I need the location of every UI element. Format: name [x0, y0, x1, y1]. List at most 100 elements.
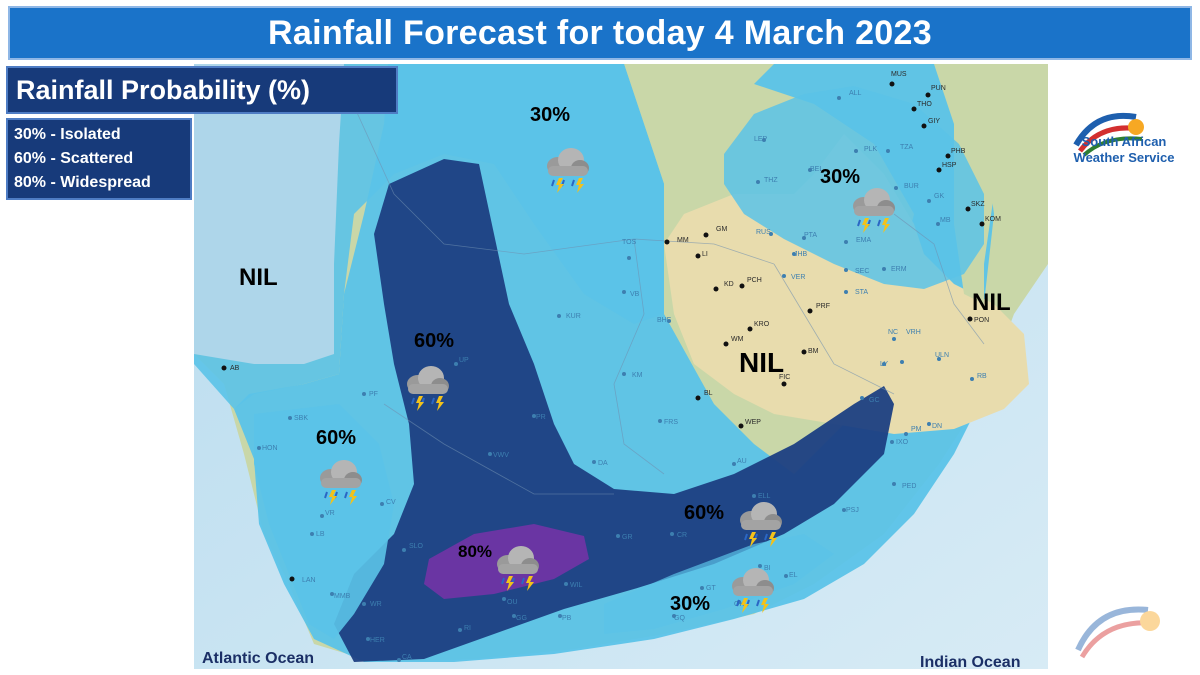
region-label-80: 80%	[458, 542, 492, 561]
city-label: EMA	[856, 237, 872, 244]
legend-items: 30% - Isolated 60% - Scattered 80% - Wid…	[6, 118, 192, 200]
city-label: JHB	[794, 251, 808, 258]
saws-watermark-logo	[1075, 606, 1160, 659]
legend-heading-text: Rainfall Probability (%)	[16, 74, 311, 105]
legend-item: 30% - Isolated	[14, 126, 121, 143]
city-label: KD	[724, 281, 734, 288]
city-label: OK	[734, 601, 744, 608]
indian-ocean-label: Indian Ocean	[920, 654, 1020, 669]
city-label: RI	[464, 625, 471, 632]
city-label: THZ	[764, 177, 778, 184]
city-label: CR	[677, 532, 687, 539]
legend-heading: Rainfall Probability (%)	[6, 66, 398, 114]
city-label: SKZ	[971, 201, 985, 208]
city-label: PCH	[747, 277, 762, 284]
city-label: MMB	[334, 593, 351, 600]
city-label: MM	[677, 237, 689, 244]
region-label-nil-east: NIL	[972, 289, 1011, 316]
city-label: PED	[902, 483, 916, 490]
city-label: DA	[598, 460, 608, 467]
region-label-30-north: 30%	[530, 104, 570, 126]
city-label: HSP	[942, 162, 957, 169]
probability-zone-60-west	[254, 404, 394, 639]
city-label: LB	[316, 531, 325, 538]
title-bar: Rainfall Forecast for today 4 March 2023	[8, 6, 1192, 60]
city-label: PHB	[951, 148, 966, 155]
city-label: TZA	[900, 144, 914, 151]
region-label-nil-central: NIL	[739, 347, 784, 378]
city-label: VER	[791, 274, 805, 281]
city-label: RB	[977, 373, 987, 380]
city-label: GT	[706, 585, 716, 592]
city-label: LEP	[754, 136, 768, 143]
city-label: OU	[507, 599, 518, 606]
city-label: CV	[386, 499, 396, 506]
city-label: MB	[940, 217, 951, 224]
forecast-map: MUS PUN THO GIY PHB HSP SKZ KOM PON MM G…	[194, 64, 1048, 669]
legend: Rainfall Probability (%) 30% - Isolated …	[6, 66, 398, 200]
city-label: PB	[562, 615, 572, 622]
city-label: LAN	[302, 577, 316, 584]
city-label: UP	[459, 357, 469, 364]
city-label: PON	[974, 317, 989, 324]
region-label-30-northeast: 30%	[820, 166, 860, 188]
city-label: PUN	[931, 85, 946, 92]
city-label: VWV	[493, 452, 509, 459]
city-label: GR	[622, 534, 633, 541]
city-label: KUR	[566, 313, 581, 320]
province-borders	[343, 83, 985, 495]
city-label: AU	[737, 458, 747, 465]
city-label: GG	[516, 615, 527, 622]
city-label: WR	[370, 601, 382, 608]
city-label: PTA	[804, 232, 817, 239]
city-label: KRO	[754, 321, 770, 328]
city-label: CA	[402, 654, 412, 661]
logo-text: South African Weather Service	[1056, 134, 1192, 166]
black-city-markers: MUS PUN THO GIY PHB HSP SKZ KOM PON MM G…	[664, 71, 1001, 429]
saws-logo	[1073, 112, 1144, 157]
city-label: GQ	[674, 615, 685, 622]
city-label: PLK	[864, 146, 878, 153]
nil-zone-west	[194, 64, 344, 364]
city-label: FIC	[779, 374, 790, 381]
city-label: SLO	[409, 543, 424, 550]
city-label: SEC	[855, 268, 869, 275]
city-label: PSJ	[846, 507, 859, 514]
city-label: GK	[934, 193, 944, 200]
region-label-60-central: 60%	[414, 330, 454, 352]
probability-zone-30-south	[604, 534, 834, 634]
city-label: IXO	[896, 439, 909, 446]
city-label: NC	[888, 329, 898, 336]
city-label: RUS	[756, 229, 771, 236]
city-label: WM	[731, 336, 744, 343]
city-label: BUR	[904, 183, 919, 190]
city-label: BL	[704, 390, 713, 397]
probability-zone-30-northeast	[724, 86, 984, 289]
city-label: ELL	[758, 493, 771, 500]
city-label: VRH	[906, 329, 921, 336]
city-label: PM	[911, 426, 922, 433]
city-label: GIY	[928, 118, 940, 125]
city-label: LI	[702, 251, 708, 258]
city-label: BM	[808, 348, 819, 355]
legend-item: 80% - Widespread	[14, 174, 151, 191]
city-label: AB	[230, 365, 240, 372]
city-label: ULN	[935, 352, 949, 359]
city-label: BEL	[810, 166, 823, 173]
logo-line2: Weather Service	[1073, 150, 1175, 165]
city-label: ERM	[891, 266, 907, 273]
atlantic-ocean-label: Atlantic Ocean	[202, 650, 314, 667]
city-label: KOM	[985, 216, 1001, 223]
city-label: DN	[932, 423, 942, 430]
city-label: LY	[880, 361, 888, 368]
region-label-60-west: 60%	[316, 427, 356, 449]
city-label: KM	[632, 372, 643, 379]
city-label: GC	[869, 397, 880, 404]
city-label: BHF	[657, 317, 671, 324]
city-label: PR	[536, 414, 546, 421]
region-label-30-south: 30%	[670, 593, 710, 615]
city-label: PF	[369, 391, 378, 398]
city-label: TOS	[622, 239, 637, 246]
map-title: Rainfall Forecast for today 4 March 2023	[268, 13, 932, 52]
city-label: VB	[630, 291, 640, 298]
